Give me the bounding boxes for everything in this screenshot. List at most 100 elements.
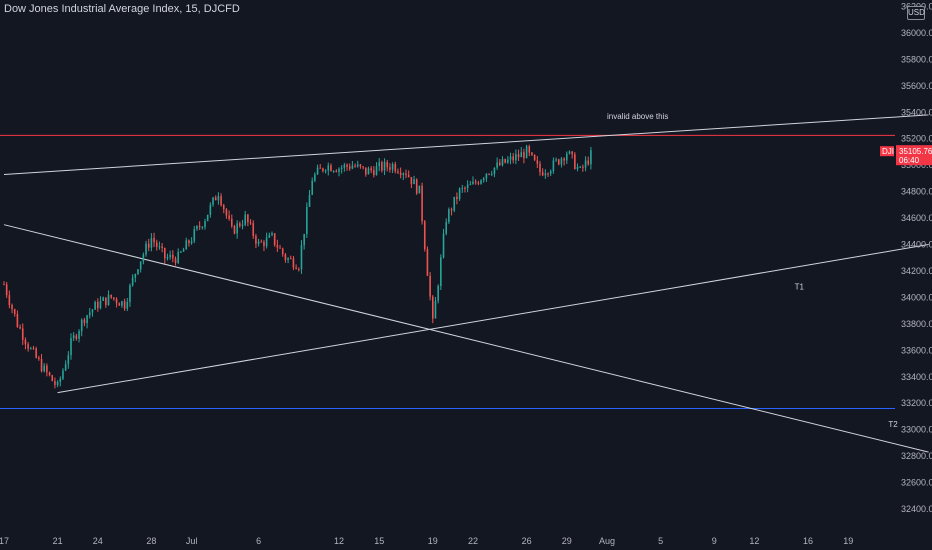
price-axis-tick-label: 35400.00 (901, 107, 932, 117)
time-axis-tick-label: 17 (0, 536, 9, 546)
candle-body (501, 158, 504, 166)
candle-body (80, 319, 83, 332)
candle-body (263, 241, 265, 247)
price-axis-tick-label: 34400.00 (901, 240, 932, 250)
candle-body (212, 197, 214, 205)
candle-body (276, 244, 279, 248)
currency-badge[interactable]: USD (907, 6, 925, 20)
candle-body (568, 151, 571, 154)
candle-body (362, 166, 364, 168)
candle-body (16, 314, 19, 328)
candle-body (164, 247, 166, 259)
candle-body (177, 251, 179, 264)
candle-body (590, 150, 592, 165)
candle-body (257, 241, 260, 244)
candle-body (88, 312, 91, 316)
candle-body (13, 309, 16, 315)
price-axis-tick-label: 34600.00 (901, 213, 932, 223)
candle-body (236, 223, 238, 234)
candle-body (110, 294, 112, 298)
candle-body (348, 166, 351, 169)
candle-body (99, 300, 102, 309)
candle-body (292, 258, 295, 268)
candle-body (64, 364, 67, 371)
candles (3, 144, 592, 389)
candle-body (576, 166, 579, 169)
candle-body (440, 257, 442, 286)
descending-trendline (3, 224, 929, 453)
candle-body (354, 165, 356, 167)
candle-body (557, 159, 560, 165)
candle-body (161, 246, 163, 248)
candle-body (78, 331, 80, 339)
candle-body (260, 241, 263, 243)
candle-body (383, 161, 386, 171)
candle-body (480, 180, 482, 184)
candle-body (520, 152, 523, 158)
candle-body (456, 196, 458, 200)
candle-body (365, 167, 367, 175)
candle-body (62, 370, 64, 379)
price-axis-tick-label: 34000.00 (901, 292, 932, 302)
candle-body (566, 153, 568, 161)
candle-body (102, 297, 104, 301)
candle-body (94, 301, 96, 310)
time-axis-tick-label: 16 (803, 536, 813, 546)
time-axis-tick-label: Aug (599, 536, 615, 546)
price-axis-tick-label: 32800.00 (901, 451, 932, 461)
time-axis-tick-label: 24 (93, 536, 103, 546)
time-axis-tick-label: 12 (334, 536, 344, 546)
candle-body (139, 261, 142, 270)
candle-body (113, 297, 115, 299)
candle-body (458, 188, 461, 200)
candle-body (340, 167, 343, 169)
candle-body (555, 159, 557, 161)
candle-body (319, 167, 322, 169)
candle-body (252, 223, 255, 236)
candle-body (300, 245, 303, 270)
candle-body (30, 348, 32, 350)
candle-body (563, 158, 565, 161)
candle-body (421, 185, 423, 222)
candle-body (158, 246, 161, 248)
candle-body (410, 176, 413, 185)
candle-body (196, 226, 198, 230)
candle-body (153, 237, 155, 243)
candle-body (126, 301, 129, 309)
horizontal-levels (0, 134, 895, 409)
candle-body (539, 163, 541, 173)
time-axis: 17 21 24 28 Jul 6 12 15 19 22 26 29 Aug 5 9 12 16 19 (0, 536, 853, 546)
candle-body (423, 221, 426, 250)
candle-body (51, 375, 54, 382)
candle-body (303, 233, 305, 246)
candle-body (21, 328, 24, 340)
price-axis-tick-label: 34200.00 (901, 266, 932, 276)
candle-body (166, 257, 169, 259)
candle-body (415, 179, 418, 194)
candle-body (507, 159, 509, 163)
candle-body (155, 242, 158, 247)
time-axis-tick-label: Jul (186, 536, 198, 546)
candle-body (579, 166, 581, 168)
symbol-tag-label: DJI (882, 147, 894, 156)
candle-body (472, 181, 474, 185)
time-axis-tick-label: 5 (658, 536, 663, 546)
candle-body (295, 267, 297, 269)
candle-body (547, 173, 549, 175)
time-axis-tick-label: 22 (468, 536, 478, 546)
candle-body (75, 335, 78, 339)
candle-body (284, 254, 287, 261)
time-axis-tick-label: 21 (53, 536, 63, 546)
current-price-value: 35105.76 (899, 147, 932, 156)
candle-body (91, 309, 94, 313)
candle-body (59, 378, 62, 382)
candle-body (536, 160, 539, 164)
candle-body (19, 327, 21, 329)
candle-body (394, 164, 397, 172)
candle-body (359, 164, 362, 167)
candle-body (523, 152, 525, 159)
candle-body (134, 273, 137, 278)
time-axis-tick-label: 19 (428, 536, 438, 546)
